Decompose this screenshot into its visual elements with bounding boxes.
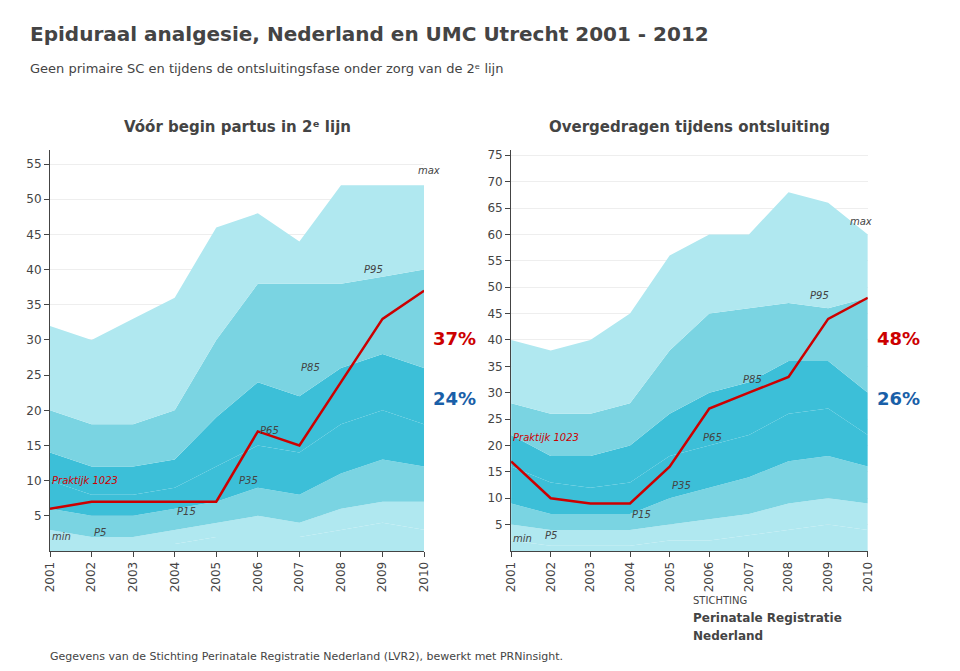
svg-text:Vóór begin partus in 2ᵉ lijn: Vóór begin partus in 2ᵉ lijn <box>124 118 351 136</box>
svg-text:40: 40 <box>487 333 502 347</box>
svg-text:Perinatale Registratie: Perinatale Registratie <box>693 611 842 625</box>
svg-text:2010: 2010 <box>417 562 431 593</box>
svg-text:2010: 2010 <box>861 562 875 593</box>
svg-text:P35: P35 <box>672 480 691 491</box>
svg-text:max: max <box>418 165 440 176</box>
svg-text:2005: 2005 <box>209 562 223 593</box>
svg-text:Praktijk 1023: Praktijk 1023 <box>513 432 579 443</box>
svg-text:30: 30 <box>26 333 41 347</box>
svg-text:2006: 2006 <box>702 562 716 593</box>
svg-text:2005: 2005 <box>663 562 677 593</box>
svg-text:Nederland: Nederland <box>693 629 763 643</box>
svg-text:P65: P65 <box>260 425 279 436</box>
svg-text:45: 45 <box>26 228 41 242</box>
svg-text:35: 35 <box>26 298 41 312</box>
svg-text:55: 55 <box>487 254 502 268</box>
svg-text:20: 20 <box>487 439 502 453</box>
svg-text:2004: 2004 <box>168 562 182 593</box>
svg-text:30: 30 <box>487 386 502 400</box>
svg-text:37%: 37% <box>433 328 476 349</box>
svg-text:Praktijk 1023: Praktijk 1023 <box>52 475 118 486</box>
svg-text:min: min <box>52 531 71 542</box>
svg-text:24%: 24% <box>433 388 476 409</box>
svg-text:max: max <box>850 216 872 227</box>
svg-text:65: 65 <box>487 201 502 215</box>
svg-text:45: 45 <box>487 307 502 321</box>
svg-text:15: 15 <box>487 465 502 479</box>
svg-text:Gegevens van de Stichting Peri: Gegevens van de Stichting Perinatale Reg… <box>50 650 563 663</box>
svg-text:2007: 2007 <box>292 562 306 593</box>
svg-text:35: 35 <box>487 360 502 374</box>
svg-text:26%: 26% <box>877 388 920 409</box>
svg-text:25: 25 <box>26 368 41 382</box>
svg-text:2001: 2001 <box>43 562 57 593</box>
svg-text:2004: 2004 <box>623 562 637 593</box>
svg-text:70: 70 <box>487 175 502 189</box>
svg-text:2003: 2003 <box>126 562 140 593</box>
svg-text:2006: 2006 <box>251 562 265 593</box>
svg-text:25: 25 <box>487 412 502 426</box>
svg-text:P65: P65 <box>703 432 722 443</box>
svg-text:5: 5 <box>34 509 42 523</box>
svg-text:50: 50 <box>487 280 502 294</box>
svg-text:48%: 48% <box>877 328 920 349</box>
svg-text:2007: 2007 <box>742 562 756 593</box>
svg-text:2001: 2001 <box>504 562 518 593</box>
svg-text:2008: 2008 <box>781 562 795 593</box>
svg-text:2003: 2003 <box>583 562 597 593</box>
svg-text:2009: 2009 <box>375 562 389 593</box>
svg-text:2008: 2008 <box>334 562 348 593</box>
svg-text:P85: P85 <box>301 362 320 373</box>
svg-text:2009: 2009 <box>821 562 835 593</box>
svg-text:P35: P35 <box>239 475 258 486</box>
svg-text:10: 10 <box>487 491 502 505</box>
svg-text:P15: P15 <box>632 509 651 520</box>
svg-text:5: 5 <box>495 518 503 532</box>
svg-text:min: min <box>513 533 532 544</box>
svg-text:55: 55 <box>26 157 41 171</box>
svg-text:50: 50 <box>26 192 41 206</box>
svg-text:P95: P95 <box>364 264 383 275</box>
svg-text:60: 60 <box>487 228 502 242</box>
svg-text:P95: P95 <box>810 290 829 301</box>
svg-text:10: 10 <box>26 474 41 488</box>
svg-text:75: 75 <box>487 148 502 162</box>
svg-text:40: 40 <box>26 263 41 277</box>
svg-text:20: 20 <box>26 404 41 418</box>
svg-text:2002: 2002 <box>544 562 558 593</box>
svg-text:Geen primaire SC en tijdens de: Geen primaire SC en tijdens de ontsluiti… <box>30 61 503 76</box>
svg-text:P15: P15 <box>177 506 196 517</box>
svg-text:2002: 2002 <box>84 562 98 593</box>
svg-text:15: 15 <box>26 439 41 453</box>
svg-text:P85: P85 <box>743 374 762 385</box>
svg-text:STICHTING: STICHTING <box>693 595 747 606</box>
svg-text:Epiduraal analgesie, Nederland: Epiduraal analgesie, Nederland en UMC Ut… <box>30 22 709 46</box>
svg-text:P5: P5 <box>94 527 106 538</box>
svg-text:P5: P5 <box>545 530 557 541</box>
svg-text:Overgedragen tijdens ontsluiti: Overgedragen tijdens ontsluiting <box>549 118 830 136</box>
